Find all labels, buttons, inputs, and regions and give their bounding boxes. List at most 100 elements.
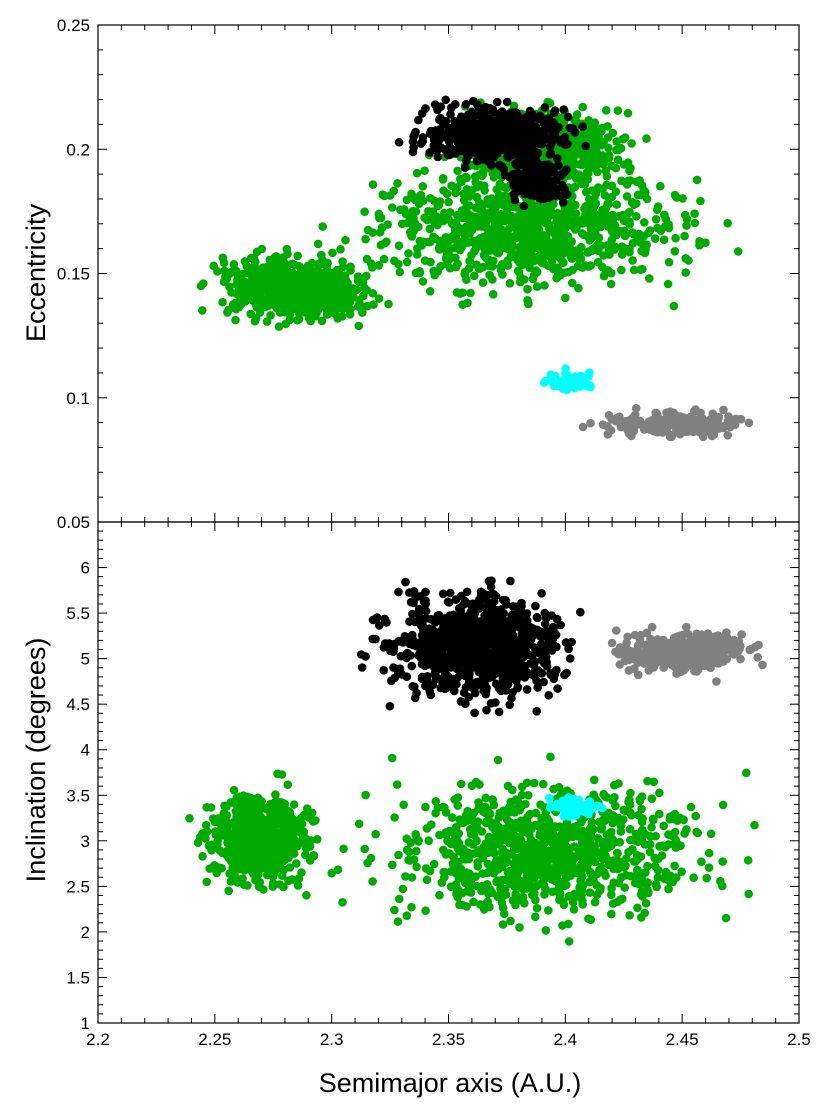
top-panel-point (451, 262, 461, 272)
bottom-panel-point (654, 866, 663, 875)
top-panel-point (563, 207, 572, 217)
top-panel-point (328, 248, 337, 258)
bottom-panel-point (202, 803, 211, 812)
top-panel-point (382, 237, 391, 246)
top-panel-point (682, 221, 691, 230)
top-panel-point (485, 140, 495, 149)
bottom-panel-point (368, 877, 377, 886)
bottom-panel-point (278, 871, 287, 880)
top-panel-point (548, 240, 557, 249)
top-panel-point (458, 300, 467, 310)
top-panel-point (617, 265, 626, 275)
top-panel-point (559, 105, 569, 114)
top-panel-point (605, 193, 614, 203)
top-panel-point (358, 277, 368, 287)
top-panel-point (588, 186, 597, 195)
bottom-panel-point (524, 791, 533, 800)
bottom-panel-points (185, 576, 767, 946)
top-panel-point (453, 166, 462, 176)
top-panel-point (285, 315, 295, 325)
top-panel-point (563, 112, 573, 122)
bottom-panel-point (548, 866, 557, 875)
bottom-panel-point (645, 847, 655, 857)
bottom-panel-point (578, 900, 587, 909)
top-panel-point (236, 273, 245, 283)
top-panel-point (416, 190, 426, 200)
top-panel-point (519, 175, 529, 185)
bottom-panel-point (404, 855, 413, 865)
bottom-panel-point (609, 878, 618, 887)
bottom-panel-point (302, 891, 311, 900)
bottom-panel-point (237, 850, 247, 859)
bottom-panel-point (288, 814, 298, 824)
top-panel-point (491, 121, 501, 130)
bottom-panel-point (405, 617, 414, 626)
top-panel-point (659, 235, 669, 244)
bottom-panel-point (511, 819, 521, 828)
top-panel-point (413, 250, 422, 259)
top-panel-point (479, 123, 488, 132)
bottom-panel-point (557, 858, 567, 868)
top-panel-point (317, 316, 327, 326)
bottom-panel-point (620, 883, 629, 892)
top-panel-point (698, 432, 708, 442)
top-panel-point (496, 231, 506, 241)
top-panel-point (442, 189, 452, 198)
top-panel-point (639, 232, 648, 241)
top-panel-point (625, 217, 634, 226)
top-panel-point (340, 271, 350, 280)
top-panel-point (425, 287, 435, 296)
top-panel-point (518, 260, 527, 270)
bottom-panel-point (539, 779, 548, 789)
top-panel-point (252, 247, 262, 257)
bottom-panel-point (455, 868, 464, 878)
top-panel-point (337, 312, 347, 321)
top-panel-point (353, 302, 363, 311)
top-panel-point (425, 237, 435, 247)
top-panel-point (274, 322, 284, 331)
bottom-panel-point (395, 894, 404, 904)
top-panel-point (669, 301, 679, 311)
top-panel-point (733, 247, 743, 256)
bottom-panel-point (250, 830, 259, 839)
bottom-panel-point (649, 777, 659, 787)
top-panel-point (419, 237, 429, 247)
bottom-panel-point (659, 821, 668, 831)
top-panel-point (402, 218, 412, 228)
top-panel-point (466, 288, 475, 298)
bottom-panel-point (405, 847, 414, 857)
bottom-panel-point (511, 804, 520, 813)
top-panel-point (472, 131, 482, 140)
bottom-panel-point (529, 882, 539, 892)
top-panel-point (503, 152, 512, 162)
top-panel-point (321, 258, 331, 268)
bottom-panel-point (670, 827, 680, 837)
top-panel-point (695, 237, 704, 246)
top-panel-point (488, 262, 497, 271)
bottom-panel-point (612, 848, 622, 858)
bottom-panel-point (586, 915, 596, 924)
top-panel-point (222, 274, 232, 284)
top-panel-point (422, 215, 432, 225)
top-panel-point (313, 306, 323, 315)
bottom-panel-point (498, 903, 508, 913)
top-panel-point (368, 289, 378, 298)
bottom-panel-point (437, 878, 447, 887)
top-panel-point (610, 221, 620, 230)
top-panel-point (540, 281, 549, 290)
bottom-panel-point (463, 806, 473, 816)
top-panel-point (466, 147, 476, 157)
top-panel-point (628, 239, 638, 248)
bottom-panel-point (624, 847, 633, 857)
top-panel-point (587, 199, 596, 208)
top-panel-point (680, 231, 689, 241)
top-panel-point (611, 163, 621, 173)
top-panel-point (498, 210, 508, 220)
bottom-panel-point (743, 856, 753, 865)
bottom-panel-point (647, 794, 657, 803)
top-panel-point (495, 190, 504, 200)
bottom-panel-point (441, 850, 451, 859)
bottom-panel-point (611, 801, 620, 811)
top-panel-point (637, 246, 646, 256)
